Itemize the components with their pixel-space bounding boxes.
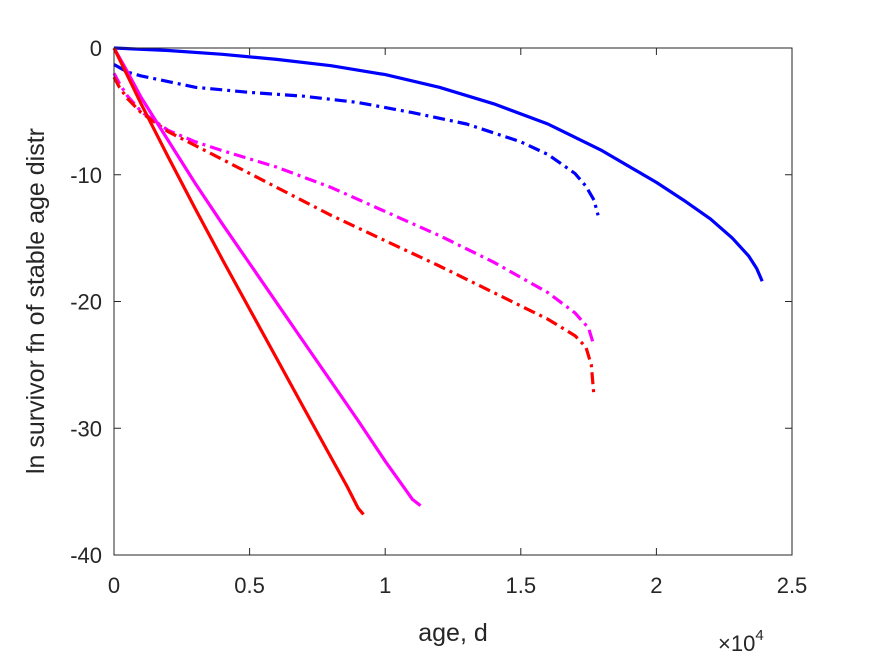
x-axis-exponent: ×104 [718,627,764,656]
x-tick-label: 2 [650,573,662,598]
series-layer [112,46,764,516]
x-tick-label: 1.5 [506,573,537,598]
x-axis-label: age, d [418,619,488,647]
plot-area [114,48,792,555]
tick-layer: 0 0.5 1 1.5 2 2.5 -40 -30 -20 -10 0 [70,36,807,598]
series-line-2 [113,63,600,216]
series-line-6 [112,47,365,516]
y-tick-label: -10 [70,163,102,188]
x-axis-exponent-base: ×10 [718,631,755,656]
y-tick-label: -40 [70,543,102,568]
x-tick-label: 1 [379,573,391,598]
x-tick-label: 0 [108,573,120,598]
series-line-1 [113,46,764,282]
series-line-5 [112,47,422,507]
x-tick-label: 0.5 [234,573,265,598]
y-tick-label: -30 [70,416,102,441]
series-line-4 [112,76,596,397]
y-axis-label: ln survivor fn of stable age distr [22,128,50,474]
y-tick-label: -20 [70,290,102,315]
x-axis-exponent-power: 4 [755,627,763,644]
x-tick-label: 2.5 [777,573,808,598]
y-tick-label: 0 [90,36,102,61]
